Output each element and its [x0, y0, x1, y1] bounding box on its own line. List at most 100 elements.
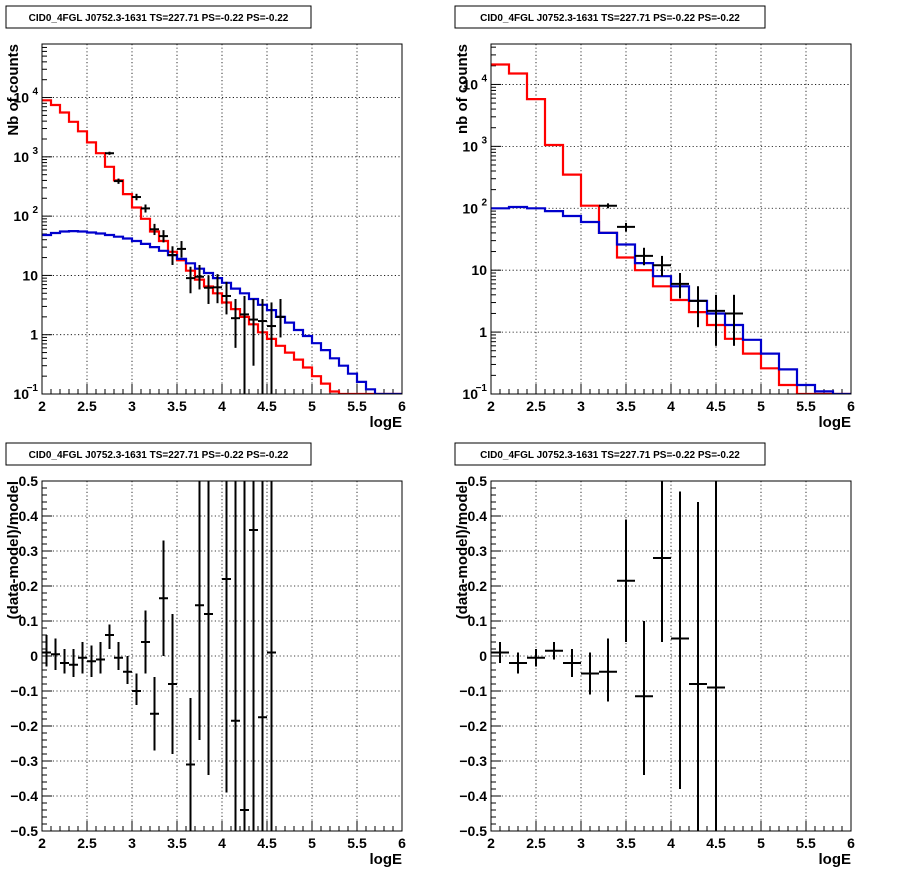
y-tick-label: −0.1	[459, 683, 487, 699]
y-axis-label: nb of counts	[454, 44, 471, 134]
data-point	[141, 204, 150, 213]
y-tick-label-base: 0.1	[19, 613, 39, 629]
x-tick-label: 3.5	[167, 835, 187, 851]
y-tick-label: −0.2	[459, 718, 487, 734]
data-point	[150, 223, 159, 236]
y-tick-label: 0	[479, 648, 487, 664]
y-tick-label: 10	[13, 208, 29, 224]
data-point	[545, 642, 563, 660]
data-point	[563, 649, 581, 677]
y-tick-label-exponent: 4	[481, 73, 487, 84]
data-point	[213, 274, 222, 304]
x-tick-label: 4.5	[706, 398, 726, 414]
x-tick-label: 2.5	[77, 835, 97, 851]
data-point	[491, 642, 509, 663]
y-tick-label-base: 0.2	[468, 578, 488, 594]
chart-panel-4: CID0_4FGL J0752.3-1631 TS=227.71 PS=-0.2…	[454, 442, 855, 868]
data-point	[258, 299, 267, 394]
data-point	[51, 638, 60, 670]
y-tick-label: −0.2	[10, 718, 38, 734]
y-tick-label-base: 10	[462, 200, 478, 216]
y-tick-label-base: 0.4	[468, 508, 488, 524]
x-axis-label: logE	[819, 851, 852, 868]
data-point	[231, 299, 240, 348]
x-tick-label: 4	[667, 835, 675, 851]
y-tick-label-base: 1	[30, 327, 38, 343]
plot-area	[491, 63, 851, 394]
y-tick-label: 1	[479, 324, 487, 340]
data-point	[222, 481, 231, 793]
x-tick-label: 4.5	[257, 398, 277, 414]
y-tick-label-base: 10	[13, 386, 29, 402]
y-tick-label-base: 10	[462, 386, 478, 402]
x-tick-label: 2	[38, 835, 46, 851]
y-tick-label: 0	[30, 648, 38, 664]
data-point	[635, 621, 653, 775]
y-tick-label: 0.5	[468, 473, 488, 489]
y-tick-label: −0.4	[459, 788, 487, 804]
data-point	[78, 642, 87, 674]
data-point	[689, 502, 707, 831]
y-axis-label: Nb of counts	[5, 44, 22, 136]
data-point	[617, 519, 635, 642]
x-tick-label: 3	[577, 398, 585, 414]
data-point	[653, 255, 671, 277]
x-tick-label: 5	[757, 835, 765, 851]
y-tick-label-base: 1	[479, 324, 487, 340]
panel-title-box	[454, 442, 766, 466]
data-point	[725, 294, 743, 346]
y-tick-label: 0.4	[19, 508, 39, 524]
y-tick-label: 10	[471, 262, 487, 278]
panel-title: CID0_4FGL J0752.3-1631 TS=227.71 PS=-0.2…	[29, 450, 289, 461]
data-point	[689, 286, 707, 328]
y-tick-label-exponent: 4	[32, 87, 38, 98]
total-model-histogram	[42, 99, 402, 394]
x-tick-label: 4	[667, 398, 675, 414]
data-point	[258, 481, 267, 831]
x-tick-label: 5	[308, 835, 316, 851]
plot-area	[42, 99, 402, 394]
x-tick-label: 5.5	[796, 398, 816, 414]
data-point	[231, 481, 240, 831]
total-model-histogram	[491, 63, 851, 394]
y-tick-label: 0.1	[19, 613, 39, 629]
y-tick-label: 10	[462, 76, 478, 92]
y-tick-label-base: 0.2	[19, 578, 39, 594]
data-point	[240, 295, 249, 394]
data-point	[195, 264, 204, 290]
panel-title-box	[5, 442, 312, 466]
y-tick-label: 10	[462, 386, 478, 402]
data-point	[177, 241, 186, 258]
y-tick-label-base: 0.3	[468, 543, 488, 559]
y-tick-label: 0.3	[468, 543, 488, 559]
y-tick-label-base: −0.5	[10, 823, 38, 839]
y-axis-label: (data-model)/model	[5, 481, 22, 619]
y-tick-label: 0.4	[468, 508, 488, 524]
x-tick-label: 5.5	[347, 398, 367, 414]
plot-frame	[41, 43, 403, 395]
data-point	[249, 299, 258, 366]
x-tick-label: 3.5	[616, 835, 636, 851]
y-tick-label-base: −0.4	[459, 788, 487, 804]
data-point	[267, 302, 276, 394]
x-tick-label: 4	[218, 398, 226, 414]
panel-title: CID0_4FGL J0752.3-1631 TS=227.71 PS=-0.2…	[480, 450, 740, 461]
plot-area	[42, 481, 276, 831]
data-point	[222, 281, 231, 315]
data-point	[123, 656, 132, 684]
y-tick-label: 10	[22, 267, 38, 283]
y-tick-label: −0.1	[10, 683, 38, 699]
x-tick-label: 3	[128, 835, 136, 851]
data-point	[159, 230, 168, 243]
data-point	[132, 673, 141, 705]
y-tick-label: −0.4	[10, 788, 38, 804]
x-axis-label: logE	[370, 851, 403, 868]
y-tick-label-base: −0.3	[10, 753, 38, 769]
data-point	[105, 151, 114, 155]
data-point	[276, 299, 285, 338]
x-tick-label: 2.5	[526, 835, 546, 851]
data-point	[42, 635, 51, 667]
data-point	[527, 649, 545, 667]
panel-title-box	[5, 5, 312, 29]
